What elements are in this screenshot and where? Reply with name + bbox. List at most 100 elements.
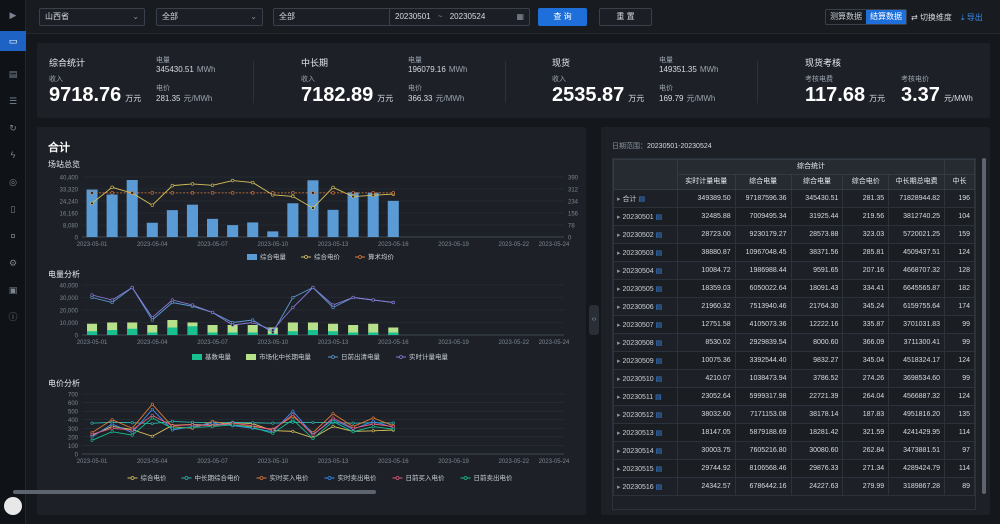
legend-label[interactable]: 日前买入电价: [406, 473, 446, 482]
data-point[interactable]: [331, 424, 335, 428]
table-row[interactable]: ▸ 20230502 ▤ 28723.00 9230179.27 28573.88 323.…: [613, 225, 975, 244]
switch-dimension-button[interactable]: ⇄ 切换维度: [911, 12, 952, 23]
vertical-scrollbar[interactable]: [982, 158, 986, 494]
data-point[interactable]: [170, 191, 175, 195]
detail-icon[interactable]: ▤: [655, 465, 663, 473]
data-point[interactable]: [150, 315, 154, 320]
collapse-handle[interactable]: ‹›: [589, 305, 599, 335]
table-row[interactable]: ▸ 20230501 ▤ 32485.88 7009495.34 31925.44 219.…: [613, 207, 975, 226]
detail-icon[interactable]: ▤: [638, 195, 646, 203]
detail-icon[interactable]: ▤: [655, 375, 663, 383]
avatar[interactable]: [4, 497, 22, 515]
data-point[interactable]: [150, 191, 154, 195]
expand-caret-icon[interactable]: ▸: [617, 249, 621, 257]
expand-caret-icon[interactable]: ▸: [617, 393, 621, 401]
expand-caret-icon[interactable]: ▸: [617, 357, 621, 365]
data-point[interactable]: [271, 431, 275, 435]
bar[interactable]: [348, 325, 359, 335]
bar[interactable]: [167, 327, 178, 336]
detail-icon[interactable]: ▤: [655, 411, 663, 419]
info-icon[interactable]: ⓘ: [8, 312, 18, 322]
detail-icon[interactable]: ▤: [655, 321, 663, 329]
bar[interactable]: [328, 323, 339, 335]
bar[interactable]: [307, 322, 318, 336]
data-point[interactable]: [150, 407, 154, 411]
data-point[interactable]: [331, 419, 335, 423]
data-point[interactable]: [311, 191, 315, 195]
data-point[interactable]: [210, 310, 215, 315]
document-icon[interactable]: ▤: [8, 69, 18, 79]
legend-label[interactable]: 综合电价: [314, 252, 341, 261]
bar[interactable]: [287, 203, 299, 237]
legend-label[interactable]: 中长期综合电价: [195, 473, 241, 482]
settlement-data-tab[interactable]: 结算数据: [866, 10, 906, 24]
column-header[interactable]: 综合电量: [790, 174, 844, 190]
table-row[interactable]: ▸ 20230508 ▤ 8530.02 2929839.54 8000.60 366.09…: [613, 333, 975, 352]
expand-caret-icon[interactable]: ▸: [617, 285, 621, 293]
data-point[interactable]: [90, 432, 94, 436]
clipboard-icon[interactable]: ▯: [10, 204, 16, 214]
data-point[interactable]: [351, 191, 355, 195]
data-point[interactable]: [170, 424, 174, 428]
data-point[interactable]: [291, 295, 295, 300]
table-row[interactable]: ▸ 20230514 ▤ 30003.75 7605216.80 30080.60 262.…: [613, 441, 975, 460]
bar[interactable]: [127, 328, 138, 335]
detail-icon[interactable]: ▤: [655, 267, 663, 275]
data-point[interactable]: [150, 413, 154, 417]
column-header[interactable]: 中长: [944, 174, 975, 190]
chat-icon[interactable]: ▭: [0, 31, 26, 51]
legend-swatch[interactable]: [246, 354, 256, 360]
table-row[interactable]: ▸ 20230509 ▤ 10075.36 3392544.40 9832.27 345.0…: [613, 351, 975, 370]
table-row[interactable]: ▸ 20230506 ▤ 21960.32 7513940.46 21764.30 345.…: [613, 297, 975, 316]
expand-caret-icon[interactable]: ▸: [617, 375, 621, 383]
bar[interactable]: [227, 325, 238, 335]
data-point[interactable]: [351, 194, 355, 199]
bar[interactable]: [287, 322, 298, 336]
data-point[interactable]: [110, 430, 114, 434]
lightning-icon[interactable]: ϟ: [10, 150, 16, 160]
data-point[interactable]: [311, 433, 315, 437]
bar[interactable]: [247, 325, 258, 335]
expand-caret-icon[interactable]: ▸: [617, 195, 621, 203]
bar[interactable]: [307, 330, 318, 335]
estimate-data-tab[interactable]: 测算数据: [830, 12, 862, 21]
bar[interactable]: [166, 210, 178, 237]
export-button[interactable]: ⤓ 导出: [961, 12, 983, 23]
data-point[interactable]: [210, 183, 215, 188]
data-point[interactable]: [251, 320, 255, 325]
legend-label[interactable]: 综合电价: [141, 473, 168, 482]
data-point[interactable]: [391, 191, 395, 195]
legend-label[interactable]: 日前卖出电价: [474, 473, 514, 482]
detail-icon[interactable]: ▤: [655, 429, 663, 437]
detail-icon[interactable]: ▤: [655, 249, 663, 257]
bar[interactable]: [227, 225, 239, 237]
data-point[interactable]: [251, 421, 255, 425]
data-point[interactable]: [231, 423, 235, 427]
bar[interactable]: [368, 332, 379, 336]
data-point[interactable]: [170, 298, 174, 302]
data-point[interactable]: [110, 298, 114, 302]
data-point[interactable]: [170, 183, 175, 188]
data-point[interactable]: [291, 420, 295, 424]
data-point[interactable]: [130, 428, 134, 432]
bar[interactable]: [147, 325, 158, 335]
legend-swatch[interactable]: [192, 354, 202, 360]
date-start[interactable]: 20230501: [395, 12, 431, 21]
data-point[interactable]: [190, 420, 194, 424]
data-point[interactable]: [351, 295, 355, 300]
data-point[interactable]: [351, 426, 355, 430]
data-point[interactable]: [90, 438, 94, 442]
bar[interactable]: [328, 331, 339, 335]
data-point[interactable]: [110, 191, 114, 195]
data-point[interactable]: [90, 191, 94, 195]
table-row[interactable]: ▸ 合计 ▤ 349389.50 97187596.36 345430.51 281.35 7…: [613, 189, 975, 208]
data-point[interactable]: [271, 328, 275, 332]
data-point[interactable]: [130, 191, 134, 195]
column-header[interactable]: 实时计量电量: [676, 174, 736, 190]
data-point[interactable]: [271, 428, 275, 432]
table-row[interactable]: ▸ 20230513 ▤ 18147.05 5879188.69 18281.42 321.…: [613, 423, 975, 442]
detail-icon[interactable]: ▤: [655, 303, 663, 311]
expand-caret-icon[interactable]: ▸: [617, 303, 621, 311]
bar[interactable]: [347, 192, 359, 237]
book-icon[interactable]: ▣: [8, 285, 18, 295]
